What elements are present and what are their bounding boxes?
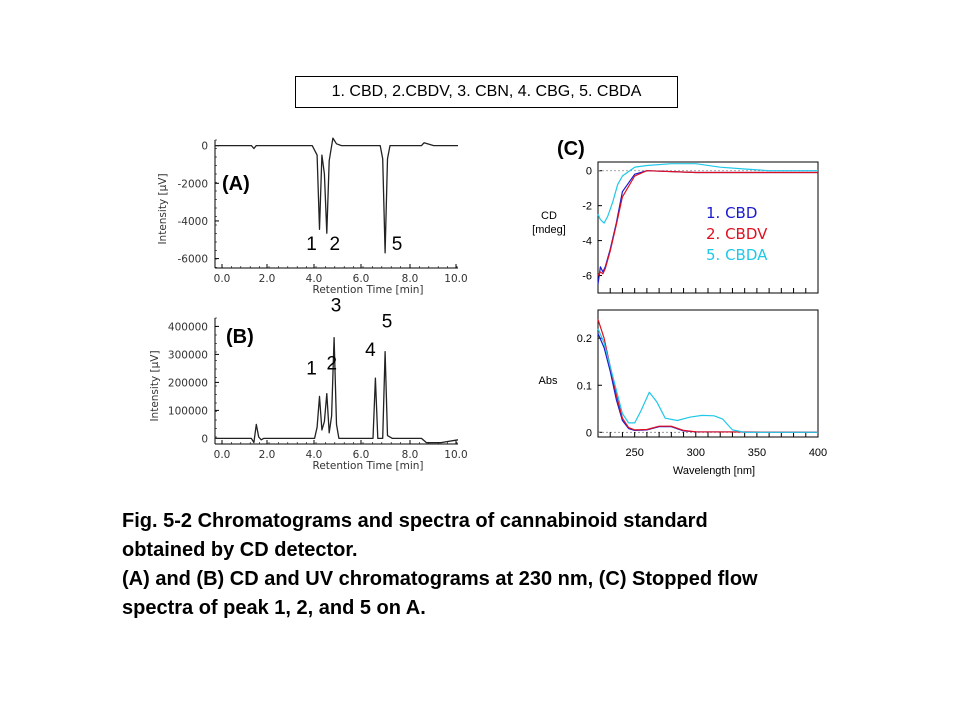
peak-label: 3 [331,296,342,317]
y-tick-label: 0.1 [577,380,592,392]
compound-list: 1. CBD, 2.CBDV, 3. CBN, 4. CBG, 5. CBDA [331,83,642,100]
panel-label: (B) [226,326,254,348]
series-line-2-cbdv [597,170,818,276]
y-tick-label: 0 [586,427,592,439]
peak-label: 4 [365,340,376,361]
x-tick-label: 10.0 [444,273,467,285]
figure-caption: Fig. 5-2 Chromatograms and spectra of ca… [122,507,922,623]
y-axis-label: CD [541,210,557,222]
y-tick-label: 400000 [168,321,208,333]
x-tick-label: 2.0 [259,273,276,285]
y-tick-label: 300000 [168,349,208,361]
chart-panel-0: 0 -2000 -4000 -6000 0.0 2.0 4.0 6.0 8.0 10.0 1 2 5 (A… [157,137,468,296]
x-tick-label: 350 [748,447,766,459]
panel-label: (A) [222,173,250,195]
peak-label: 2 [329,234,340,255]
y-axis-label: [mdeg] [532,224,566,236]
series-line-5-cbda [597,328,818,433]
peak-label: 1 [306,234,317,255]
x-tick-label: 4.0 [306,449,323,461]
peak-label: 5 [392,234,403,255]
caption-line-3: (A) and (B) CD and UV chromatograms at 2… [122,568,758,590]
x-tick-label: 300 [687,447,705,459]
x-axis-label: Wavelength [nm] [673,465,755,477]
x-axis-label: Retention Time [min] [313,460,424,472]
y-tick-label: 200000 [168,377,208,389]
y-tick-label: 0 [201,433,208,445]
caption-line-2: obtained by CD detector. [122,539,358,561]
y-tick-label: -4 [582,236,592,248]
x-tick-label: 6.0 [353,273,370,285]
x-tick-label: 4.0 [306,273,323,285]
peak-label: 2 [326,354,337,375]
panel-label: (C) [557,138,585,160]
y-tick-label: -2000 [177,178,208,190]
x-tick-label: 8.0 [402,449,419,461]
chart-panel-3: 0.2 0.1 0 250 300 350 400 Abs Wavelength [nm] [539,309,827,477]
chart-panel-2: 0 -2 -4 -6 (C) CD [mdeg] 1. CBD 2. CBDV 5. CBDA [532,138,819,294]
y-tick-label: 100000 [168,405,208,417]
x-tick-label: 400 [809,447,827,459]
legend-entry: 2. CBDV [706,225,768,243]
y-tick-label: 0 [201,141,208,153]
y-tick-label: -4000 [177,216,208,228]
y-tick-label: -2 [582,201,592,213]
y-axis-label: Intensity [μV] [149,350,161,421]
plot-frame [597,309,819,438]
x-tick-label: 0.0 [214,273,231,285]
series-line-5-cbda [597,163,818,224]
chart-panel-1: 400000 300000 200000 100000 0 0.0 2.0 4.0 6.0 8.0… [149,296,468,472]
caption-line-1: Fig. 5-2 Chromatograms and spectra of ca… [122,510,708,532]
y-tick-label: -6000 [177,254,208,266]
x-axis-label: Retention Time [min] [313,284,424,296]
x-tick-label: 0.0 [214,449,231,461]
x-tick-label: 8.0 [402,273,419,285]
x-tick-label: 6.0 [353,449,370,461]
x-tick-label: 10.0 [444,449,467,461]
y-tick-label: -6 [582,271,592,283]
y-tick-label: 0.2 [577,333,592,345]
compound-legend-box: 1. CBD, 2.CBDV, 3. CBN, 4. CBG, 5. CBDA [295,76,678,108]
y-axis-label: Abs [539,375,558,387]
series-line-1-cbd [597,333,819,433]
x-tick-label: 2.0 [259,449,276,461]
peak-label: 5 [382,312,393,333]
peak-label: 1 [306,358,317,379]
series-line-0 [215,137,458,254]
caption-line-4: spectra of peak 1, 2, and 5 on A. [122,597,426,619]
y-tick-label: 0 [586,166,592,178]
legend-entry: 1. CBD [706,204,757,222]
y-axis-label: Intensity [μV] [157,173,169,244]
legend-entry: 5. CBDA [706,246,768,264]
x-tick-label: 250 [625,447,643,459]
series-line-1 [215,336,459,444]
